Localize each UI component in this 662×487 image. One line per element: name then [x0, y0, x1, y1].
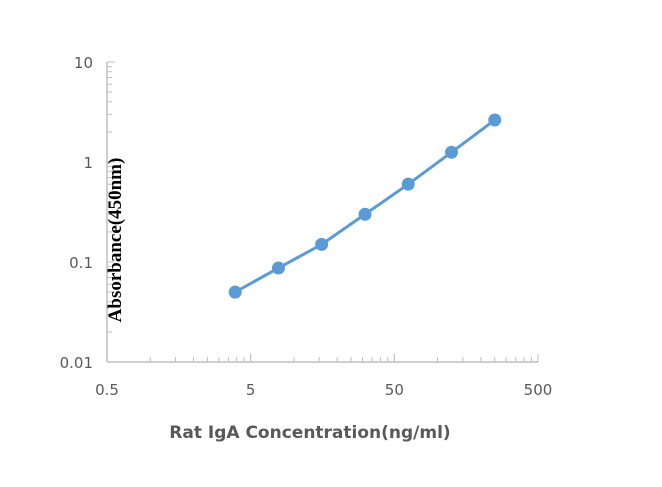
data-series: [228, 113, 502, 299]
data-point: [271, 261, 285, 275]
data-point: [315, 237, 329, 251]
y-tick-label: 1: [83, 154, 93, 172]
data-point: [488, 113, 502, 127]
data-point: [358, 207, 372, 221]
x-tick-label: 50: [385, 381, 404, 399]
x-axis-label: Rat IgA Concentration(ng/ml): [169, 423, 450, 443]
data-point: [228, 285, 242, 299]
axes: 0.5 5 50 500 0.01 0.1 1 10: [60, 54, 553, 399]
y-tick-label: 0.1: [69, 254, 93, 272]
y-axis-label: Absorbance(450nm): [105, 158, 126, 323]
x-tick-label: 500: [524, 381, 553, 399]
x-tick-label: 0.5: [95, 381, 119, 399]
data-point: [401, 177, 415, 191]
data-point: [445, 145, 459, 159]
x-tick-label: 5: [246, 381, 256, 399]
y-tick-label: 10: [74, 54, 93, 72]
y-tick-label: 0.01: [60, 354, 93, 372]
